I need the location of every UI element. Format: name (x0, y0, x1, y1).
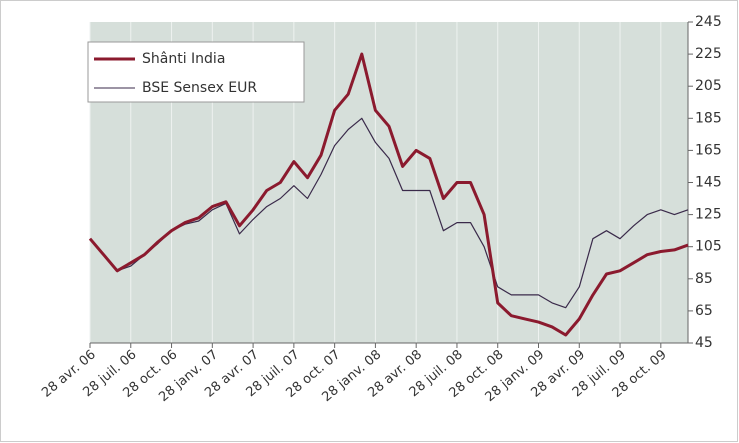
legend-label: BSE Sensex EUR (142, 80, 257, 96)
y-tick-label: 205 (695, 78, 722, 94)
legend-label: Shânti India (142, 51, 225, 67)
y-tick-label: 165 (695, 142, 722, 158)
y-tick-label: 245 (695, 14, 722, 30)
y-tick-label: 185 (695, 110, 722, 126)
legend: Shânti India BSE Sensex EUR (87, 41, 305, 103)
y-tick-label: 65 (695, 303, 713, 319)
y-tick-label: 125 (695, 207, 722, 223)
legend-box (87, 41, 305, 103)
y-tick-label: 225 (695, 46, 722, 62)
series-line (88, 52, 689, 337)
y-tick-label: 85 (695, 271, 713, 287)
y-tick-label: 145 (695, 175, 722, 191)
y-tick-label: 105 (695, 239, 722, 255)
y-tick-label: 45 (695, 335, 713, 351)
series-line (89, 117, 689, 309)
